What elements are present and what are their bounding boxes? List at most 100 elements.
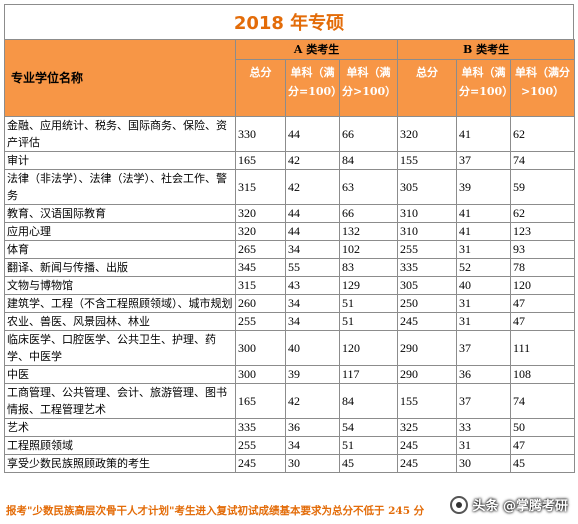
score-cell-a-s100: 42 [285,383,340,419]
major-name-cell: 临床医学、口腔医学、公共卫生、护理、药学、中医学 [4,330,236,366]
score-cell-a-sgt: 84 [338,151,399,170]
score-cell-b-sgt: 47 [510,436,576,455]
score-cell-b-s100: 41 [456,116,512,152]
score-cell-a-sgt: 45 [338,454,399,473]
score-cell-b-sgt: 120 [510,276,576,295]
score-cell-a-s100: 34 [285,240,340,259]
score-cell-a-s100: 34 [285,312,340,331]
major-name-cell: 金融、应用统计、税务、国际商务、保险、资产评估 [4,116,236,152]
table-row: 工程照顾领域 255 34 51 245 31 47 [4,436,576,455]
score-cell-a-sgt: 83 [338,258,399,277]
score-cell-b-sgt: 47 [510,294,576,313]
score-cell-a-sgt: 66 [338,204,399,223]
table-row: 艺术 335 36 54 325 33 50 [4,418,576,437]
watermark-logo-icon [450,495,469,514]
score-cell-a-total: 265 [235,240,286,259]
score-cell-a-total: 245 [235,454,286,473]
table-row: 教育、汉语国际教育 320 44 66 310 41 62 [4,204,576,223]
score-cell-a-s100: 30 [285,454,340,473]
score-cell-a-sgt: 120 [338,330,399,366]
major-name-cell: 享受少数民族照顾政策的考生 [4,454,236,473]
major-name-cell: 翻译、新闻与传播、出版 [4,258,236,277]
score-cell-b-total: 250 [397,294,458,313]
score-cell-b-total: 310 [397,204,458,223]
major-name-cell: 法律（非法学）、法律（法学）、社会工作、警务 [4,169,236,205]
table-row: 文物与博物馆 315 43 129 305 40 120 [4,276,576,295]
score-cell-b-s100: 31 [456,240,512,259]
score-cell-a-s100: 44 [285,222,340,241]
watermark: 头条 @掌腾考研 [450,495,568,514]
header-b-single-gt100: 单科（满分>100） [510,59,576,117]
score-cell-a-total: 315 [235,276,286,295]
major-name-cell: 教育、汉语国际教育 [4,204,236,223]
score-cell-b-s100: 30 [456,454,512,473]
score-cell-a-sgt: 132 [338,222,399,241]
score-cell-a-s100: 34 [285,436,340,455]
header-a-single-gt100: 单科（满分>100） [338,59,399,117]
score-cell-a-total: 315 [235,169,286,205]
score-cell-a-total: 345 [235,258,286,277]
score-cell-a-total: 255 [235,312,286,331]
score-cell-a-s100: 34 [285,294,340,313]
score-cell-a-total: 320 [235,204,286,223]
table-row: 建筑学、工程（不含工程照顾领域）、城市规划 260 34 51 250 31 47 [4,294,576,313]
score-cell-b-sgt: 62 [510,116,576,152]
score-cell-b-total: 305 [397,169,458,205]
score-cell-a-s100: 44 [285,204,340,223]
major-name-cell: 工商管理、公共管理、会计、旅游管理、图书情报、工程管理艺术 [4,383,236,419]
score-cell-a-total: 165 [235,151,286,170]
header-b-total: 总分 [397,59,458,117]
score-cell-b-total: 325 [397,418,458,437]
score-cell-a-sgt: 102 [338,240,399,259]
score-cell-a-sgt: 117 [338,365,399,384]
score-cell-b-total: 305 [397,276,458,295]
score-cell-b-total: 335 [397,258,458,277]
score-cell-b-total: 245 [397,436,458,455]
score-cell-a-total: 330 [235,116,286,152]
score-cell-b-s100: 37 [456,383,512,419]
table-row: 翻译、新闻与传播、出版 345 55 83 335 52 78 [4,258,576,277]
score-cell-a-s100: 40 [285,330,340,366]
header-b-single-100: 单科（满分=100） [456,59,512,117]
score-cell-b-sgt: 62 [510,204,576,223]
score-cell-b-s100: 37 [456,330,512,366]
score-cell-b-s100: 40 [456,276,512,295]
watermark-text: 头条 @掌腾考研 [472,499,568,514]
score-cell-b-total: 290 [397,330,458,366]
score-cell-b-sgt: 59 [510,169,576,205]
score-cell-b-sgt: 50 [510,418,576,437]
score-table: 专业学位名称 A 类考生 B 类考生 总分 单科（满分=100） 单科（满分>1… [4,39,576,473]
major-name-cell: 工程照顾领域 [4,436,236,455]
score-cell-a-sgt: 51 [338,294,399,313]
score-cell-a-sgt: 51 [338,436,399,455]
score-cell-a-total: 255 [235,436,286,455]
score-cell-a-s100: 39 [285,365,340,384]
score-cell-a-s100: 42 [285,151,340,170]
score-cell-a-s100: 55 [285,258,340,277]
score-cell-a-s100: 43 [285,276,340,295]
table-row: 农业、兽医、风景园林、林业 255 34 51 245 31 47 [4,312,576,331]
score-cell-b-total: 310 [397,222,458,241]
header-group-a: A 类考生 [234,39,399,60]
major-name-cell: 艺术 [4,418,236,437]
score-cell-b-sgt: 108 [510,365,576,384]
table-row: 中医 300 39 117 290 36 108 [4,365,576,384]
header-a-total: 总分 [235,59,286,117]
score-cell-a-total: 300 [235,365,286,384]
header-row-groups: 专业学位名称 A 类考生 B 类考生 [4,39,576,117]
score-cell-b-sgt: 78 [510,258,576,277]
score-cell-b-sgt: 123 [510,222,576,241]
header-a-single-100: 单科（满分=100） [285,59,340,117]
score-cell-a-sgt: 54 [338,418,399,437]
score-cell-b-s100: 36 [456,365,512,384]
score-cell-a-s100: 42 [285,169,340,205]
score-cell-b-s100: 33 [456,418,512,437]
score-cell-a-total: 165 [235,383,286,419]
major-name-cell: 体育 [4,240,236,259]
score-cell-b-s100: 41 [456,204,512,223]
major-name-cell: 中医 [4,365,236,384]
table-row: 法律（非法学）、法律（法学）、社会工作、警务 315 42 63 305 39 59 [4,169,576,205]
header-group-b: B 类考生 [397,39,576,60]
score-cell-a-total: 335 [235,418,286,437]
header-major-name: 专业学位名称 [4,39,236,117]
